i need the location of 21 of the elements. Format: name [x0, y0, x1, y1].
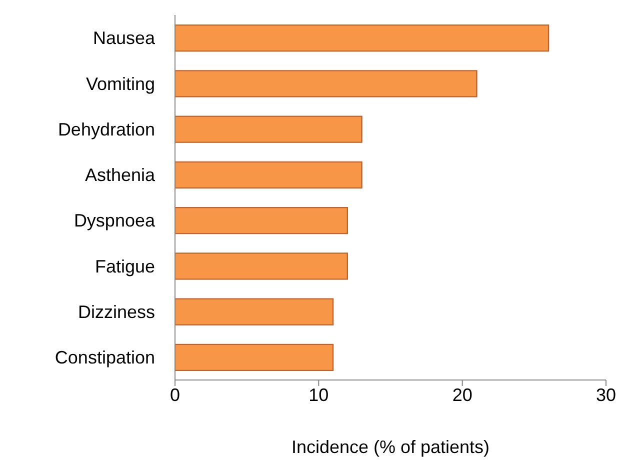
bar: [175, 116, 362, 143]
bar: [175, 206, 348, 234]
x-tick-label: 0: [170, 384, 180, 405]
x-axis-title: Incidence (% of patients): [291, 437, 490, 457]
y-tick-label: Dyspnoea: [74, 210, 156, 231]
bar: [175, 252, 348, 280]
y-tick-label: Constipation: [54, 348, 155, 368]
y-tick-label: Vomiting: [86, 74, 155, 94]
y-tick-label: Nausea: [92, 28, 156, 48]
y-tick-label: Fatigue: [94, 256, 155, 276]
x-tick-label: 20: [452, 384, 472, 405]
bar: [175, 298, 334, 326]
y-tick-label: Asthenia: [84, 165, 156, 186]
x-tick-label: 30: [596, 384, 616, 405]
bar: [175, 344, 334, 372]
y-tick-label: Dizziness: [78, 302, 155, 322]
x-tick-label: 10: [308, 384, 329, 405]
bar: [175, 24, 550, 52]
bar: [175, 70, 478, 98]
bar: [175, 161, 362, 189]
y-tick-label: Dehydration: [58, 119, 155, 140]
